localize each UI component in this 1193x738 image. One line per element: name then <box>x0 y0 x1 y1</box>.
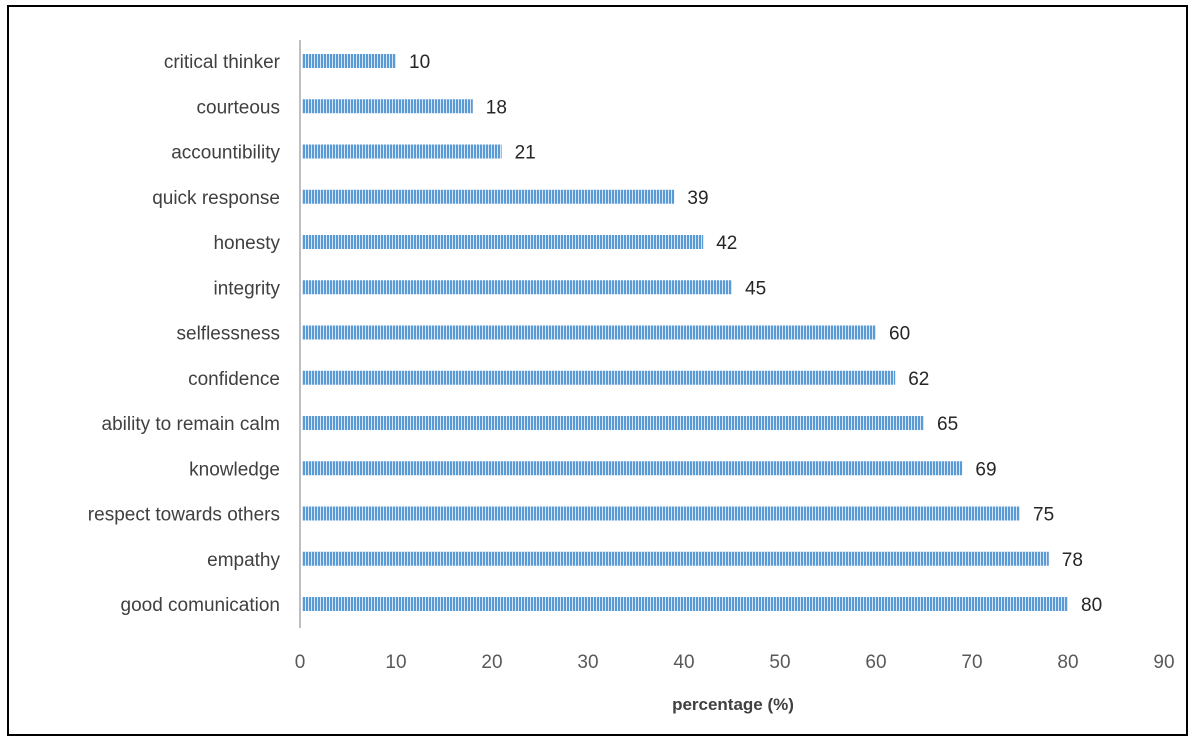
bar <box>302 325 876 340</box>
bar <box>302 506 1020 521</box>
bar <box>302 280 732 295</box>
x-tick-label: 50 <box>769 652 790 673</box>
bar <box>302 597 1068 611</box>
category-label: knowledge <box>189 459 280 480</box>
x-axis-title: percentage (%) <box>672 695 794 714</box>
x-tick-label: 0 <box>295 652 306 673</box>
bar <box>302 551 1049 566</box>
category-label: respect towards others <box>88 505 280 526</box>
bar <box>302 189 675 204</box>
x-tick-labels: 0 10 20 30 40 50 60 70 80 90 <box>295 652 1175 673</box>
value-label: 45 <box>745 278 766 299</box>
value-label: 18 <box>486 97 507 118</box>
category-labels: good comunication empathy respect towards … <box>88 52 281 616</box>
category-label: selflessness <box>177 324 281 345</box>
bar <box>302 54 396 68</box>
chart-frame <box>7 5 1188 736</box>
value-label: 60 <box>889 324 910 345</box>
bar <box>302 461 963 476</box>
category-label: quick response <box>152 188 280 209</box>
x-tick-label: 70 <box>961 652 982 673</box>
x-tick-label: 90 <box>1153 652 1174 673</box>
bar <box>302 99 473 114</box>
x-tick-label: 20 <box>481 652 502 673</box>
value-label: 78 <box>1062 550 1083 571</box>
bar <box>302 235 704 249</box>
category-label: integrity <box>213 278 280 299</box>
category-label: confidence <box>188 369 280 390</box>
category-label: honesty <box>213 233 280 254</box>
value-label: 80 <box>1081 595 1102 616</box>
value-label: 21 <box>515 143 536 164</box>
x-tick-label: 30 <box>577 652 598 673</box>
value-label: 65 <box>937 414 958 435</box>
category-label: good comunication <box>121 595 281 616</box>
value-label: 42 <box>716 233 737 254</box>
category-label: accountibility <box>171 143 280 164</box>
value-label: 69 <box>975 459 996 480</box>
x-tick-label: 40 <box>673 652 694 673</box>
bars-layer <box>302 54 1068 611</box>
value-label: 10 <box>409 52 430 73</box>
x-tick-label: 60 <box>865 652 886 673</box>
category-label: ability to remain calm <box>102 414 280 435</box>
category-label: critical thinker <box>164 52 281 73</box>
value-label: 62 <box>908 369 929 390</box>
x-tick-label: 10 <box>385 652 406 673</box>
category-label: empathy <box>207 550 280 571</box>
bar <box>302 416 924 430</box>
value-label: 39 <box>687 188 708 209</box>
value-labels: 80 78 75 69 65 62 60 45 42 39 21 18 10 <box>409 52 1102 616</box>
x-tick-label: 80 <box>1057 652 1078 673</box>
bar <box>302 144 502 159</box>
value-label: 75 <box>1033 505 1054 526</box>
category-label: courteous <box>197 97 280 118</box>
bar <box>302 370 896 385</box>
